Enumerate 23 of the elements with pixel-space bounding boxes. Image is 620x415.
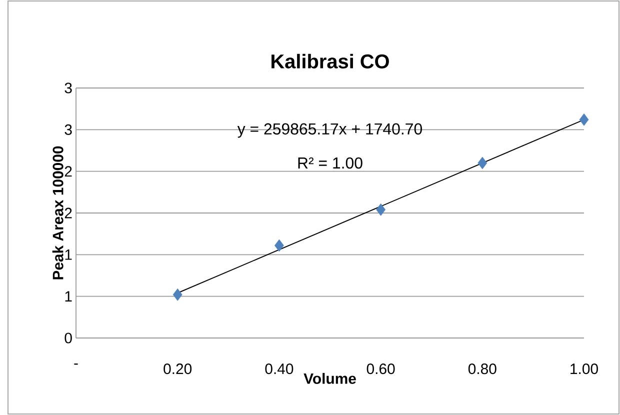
y-axis-title: Peak Areax 100000 — [52, 146, 64, 280]
x-tick-label: 0.60 — [366, 364, 395, 374]
x-tick-label: 0.40 — [265, 364, 294, 374]
annotation: R² = 1.00 — [298, 157, 362, 169]
annotation: y = 259865.17x + 1740.70 — [237, 123, 422, 138]
chart-title: Kalibrasi CO — [272, 54, 389, 68]
x-tick-label: 1.00 — [570, 364, 598, 374]
y-tick-label: 3 — [64, 82, 72, 94]
y-tick-label: 1 — [65, 250, 72, 260]
y-tick-label: 2 — [64, 208, 72, 218]
point — [478, 156, 488, 170]
x-tick-label: 0.20 — [164, 364, 192, 374]
point — [579, 113, 589, 126]
y-tick-label: 2 — [64, 166, 72, 177]
point — [274, 239, 284, 252]
y-tick-label: 0 — [64, 332, 72, 344]
x-tick-label: - — [74, 364, 78, 365]
point — [376, 203, 386, 216]
y-tick-label: 3 — [64, 124, 72, 135]
y-tick-label: 1 — [65, 291, 72, 302]
point — [172, 288, 182, 301]
x-axis-title: Volume — [304, 372, 356, 384]
x-tick-label: 0.80 — [468, 364, 496, 374]
